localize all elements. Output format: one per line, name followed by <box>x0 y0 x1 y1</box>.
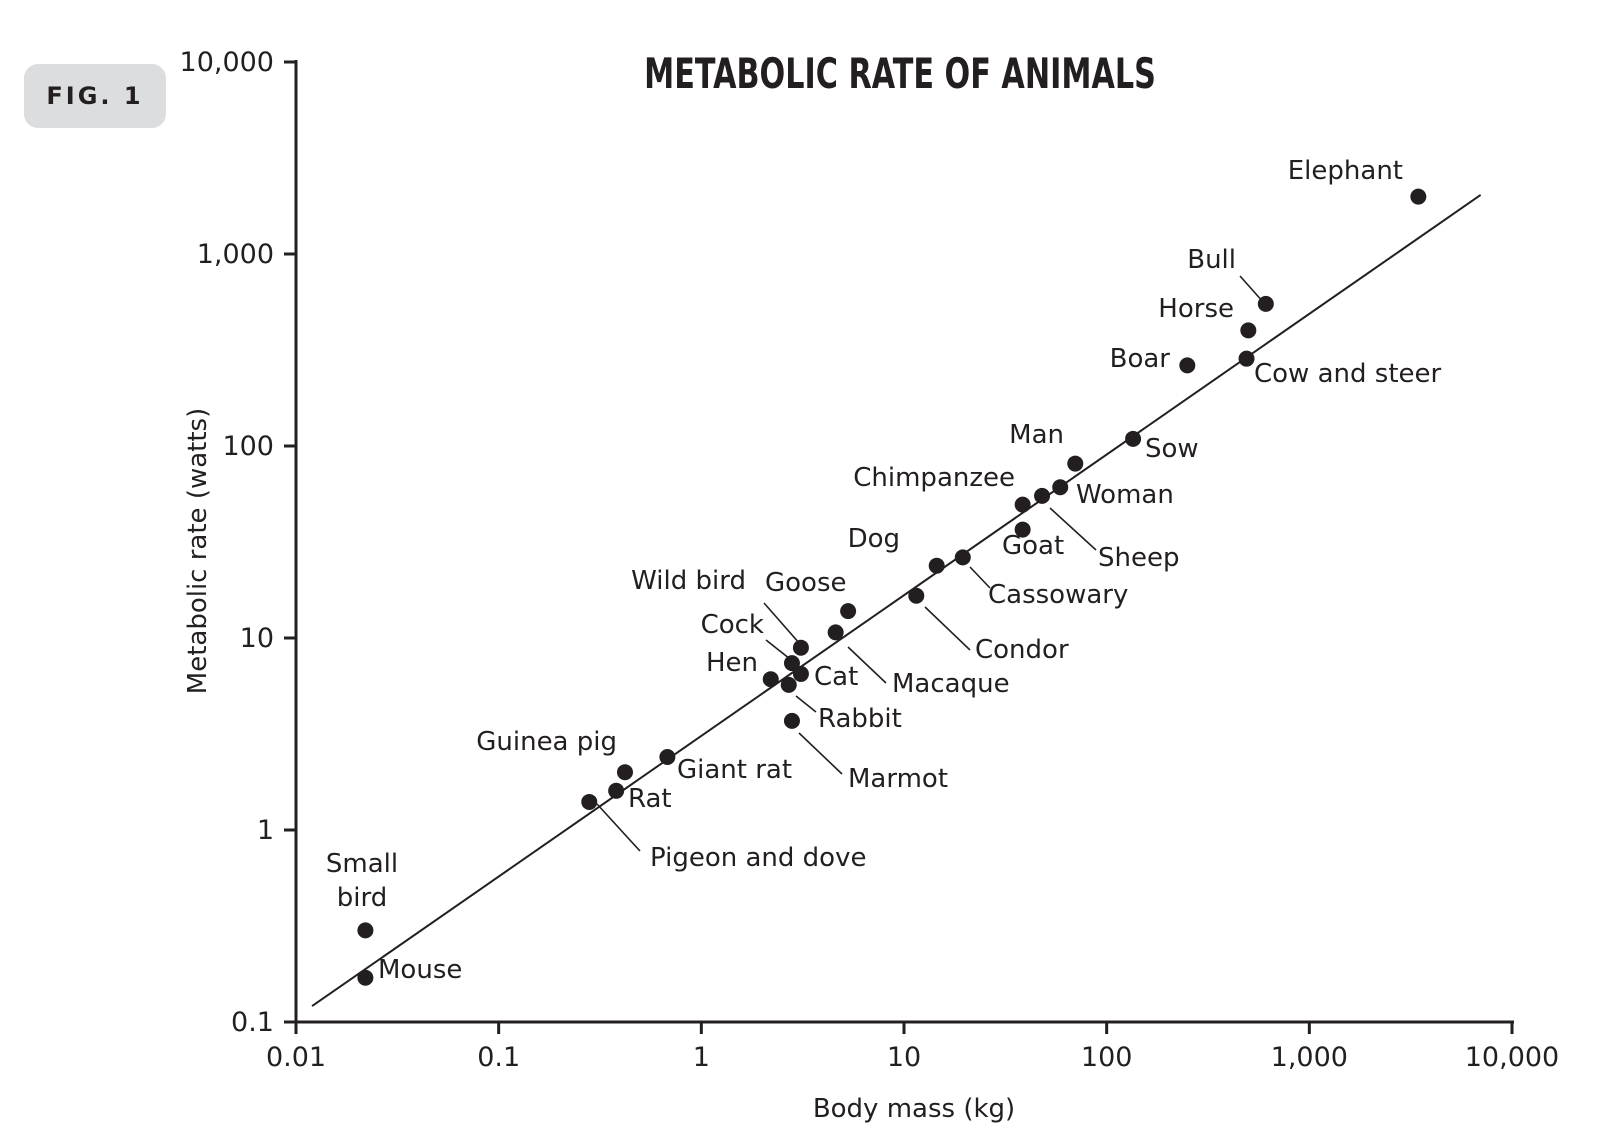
leader-line <box>765 639 791 660</box>
point-label: Small <box>326 849 398 879</box>
data-point <box>357 969 374 986</box>
data-point <box>792 665 809 682</box>
point-label: Hen <box>706 648 758 678</box>
data-point <box>783 712 800 729</box>
point-label: Cassowary <box>988 580 1128 610</box>
point-label: Marmot <box>848 764 948 794</box>
y-tick-label: 10,000 <box>180 47 274 78</box>
leader-line <box>847 646 887 684</box>
point-label: Sheep <box>1098 543 1179 573</box>
y-axis-label: Metabolic rate (watts) <box>183 408 213 694</box>
point-label: Elephant <box>1288 156 1403 186</box>
x-tick-label: 0.01 <box>266 1042 326 1073</box>
leader-line <box>1049 507 1097 551</box>
point-label: Man <box>1009 420 1064 450</box>
data-point <box>1052 479 1069 496</box>
point-label: Woman <box>1076 480 1174 510</box>
figure-badge: FIG. 1 <box>24 64 166 128</box>
y-tick-label: 1,000 <box>197 239 274 270</box>
data-point <box>840 603 857 620</box>
data-point <box>792 639 809 656</box>
point-label: Horse <box>1158 294 1234 324</box>
data-point <box>357 922 374 939</box>
data-point <box>1238 350 1255 367</box>
leader-lines <box>596 275 1265 852</box>
point-label: bird <box>337 883 387 913</box>
data-point <box>581 793 598 810</box>
leader-line <box>924 606 971 651</box>
data-point <box>827 624 844 641</box>
point-label: Chimpanzee <box>853 463 1015 493</box>
point-label: Cat <box>814 662 858 692</box>
y-tick-label: 0.1 <box>231 1007 274 1038</box>
data-point <box>908 587 925 604</box>
leader-line <box>969 566 991 589</box>
point-label: Pigeon and dove <box>650 843 866 873</box>
data-point <box>1014 521 1031 538</box>
leader-line <box>798 732 843 775</box>
data-point <box>780 676 797 693</box>
x-tick-label: 0.1 <box>477 1042 520 1073</box>
data-point <box>1067 455 1084 472</box>
point-label: Dog <box>848 524 900 554</box>
point-label: Rat <box>628 784 672 814</box>
point-label: Condor <box>975 635 1069 665</box>
axes: 0.01 0.1 1 10 100 1,000 10,000 0.1 1 10 100 1,000 10… <box>180 47 1560 1073</box>
point-label: Wild bird <box>631 566 746 596</box>
point-label: Cock <box>701 610 764 640</box>
data-points <box>357 188 1427 986</box>
leader-line <box>763 602 801 645</box>
point-label: Cow and steer <box>1254 359 1442 389</box>
point-label: Macaque <box>892 669 1010 699</box>
data-point <box>1257 295 1274 312</box>
data-point <box>659 748 676 765</box>
x-axis-label: Body mass (kg) <box>813 1094 1015 1124</box>
point-label: Rabbit <box>818 704 902 734</box>
x-tick-label: 100 <box>1081 1042 1133 1073</box>
data-point <box>608 782 625 799</box>
point-label: Giant rat <box>677 755 792 785</box>
x-tick-label: 10 <box>887 1042 921 1073</box>
data-point <box>783 655 800 672</box>
point-label: Goat <box>1002 531 1064 561</box>
data-point <box>1014 496 1031 513</box>
data-point <box>954 549 971 566</box>
data-point <box>1240 322 1257 339</box>
point-label: Boar <box>1110 344 1171 374</box>
y-tick-label: 10 <box>240 623 274 654</box>
data-point <box>762 671 779 688</box>
leader-line <box>795 695 817 713</box>
data-point <box>928 557 945 574</box>
y-tick-label: 100 <box>222 431 274 462</box>
x-tick-label: 10,000 <box>1465 1042 1559 1073</box>
point-label: Bull <box>1187 245 1236 275</box>
trend-line <box>311 194 1482 1007</box>
point-label: Goose <box>765 568 847 598</box>
data-point <box>1034 487 1051 504</box>
data-point <box>1179 357 1196 374</box>
x-tick-label: 1,000 <box>1271 1042 1348 1073</box>
y-tick-label: 1 <box>257 815 274 846</box>
data-point <box>616 764 633 781</box>
data-point <box>1125 430 1142 447</box>
chart-title: METABOLIC RATE OF ANIMALS <box>644 49 1156 98</box>
x-tick-label: 1 <box>693 1042 710 1073</box>
leader-line <box>596 803 641 852</box>
point-label: Guinea pig <box>476 727 617 757</box>
data-point <box>1410 188 1427 205</box>
point-label: Mouse <box>378 955 462 985</box>
point-labels: Small bird Mouse Pigeon and dove Rat Guinea p… <box>326 156 1442 985</box>
point-label: Sow <box>1145 434 1199 464</box>
